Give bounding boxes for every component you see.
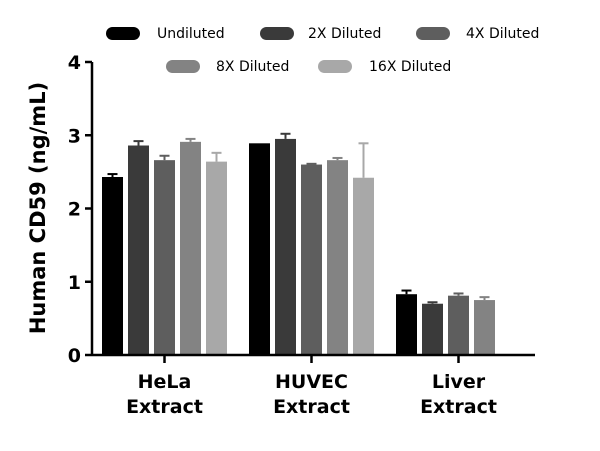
y-tick-label: 3: [68, 125, 81, 147]
y-tick-label: 2: [68, 199, 81, 221]
legend-label: 2X Diluted: [308, 26, 381, 42]
bar: [206, 161, 227, 355]
y-tick-label: 4: [68, 52, 81, 74]
bar: [448, 295, 469, 355]
x-tick-label: HUVEC: [275, 371, 348, 393]
bar: [128, 145, 149, 355]
y-axis-label: Human CD59 (ng/mL): [26, 82, 50, 334]
bar: [396, 294, 417, 355]
bar: [301, 164, 322, 355]
bar: [102, 177, 123, 355]
legend-swatch: [416, 27, 450, 40]
y-tick-label: 1: [68, 272, 81, 294]
legend-swatch: [260, 27, 294, 40]
bar: [180, 141, 201, 355]
bar: [422, 303, 443, 355]
bar: [154, 160, 175, 355]
bars: [102, 132, 495, 355]
x-tick-label: Liver: [432, 371, 486, 393]
legend-label: 4X Diluted: [466, 26, 539, 42]
bar: [275, 138, 296, 355]
legend-label: Undiluted: [157, 26, 225, 42]
x-tick-label: Extract: [420, 396, 497, 418]
y-tick-label: 0: [68, 345, 81, 367]
bar: [327, 160, 348, 355]
legend-label: 8X Diluted: [216, 59, 289, 75]
bar: [474, 300, 495, 355]
x-tick-label: HeLa: [138, 371, 192, 393]
legend: Undiluted 2X Diluted 4X Diluted 8X Diluted 1…: [106, 26, 539, 75]
legend-swatch: [318, 60, 352, 73]
x-axis: HeLa Extract HUVEC Extract Liver Extract: [92, 353, 535, 418]
legend-label: 16X Diluted: [369, 59, 451, 75]
legend-swatch: [166, 60, 200, 73]
y-axis: 0 1 2 3 4: [68, 52, 94, 367]
bar: [249, 143, 270, 355]
bar: [353, 177, 374, 355]
legend-swatch: [106, 27, 140, 40]
x-tick-label: Extract: [273, 396, 350, 418]
x-tick-label: Extract: [126, 396, 203, 418]
